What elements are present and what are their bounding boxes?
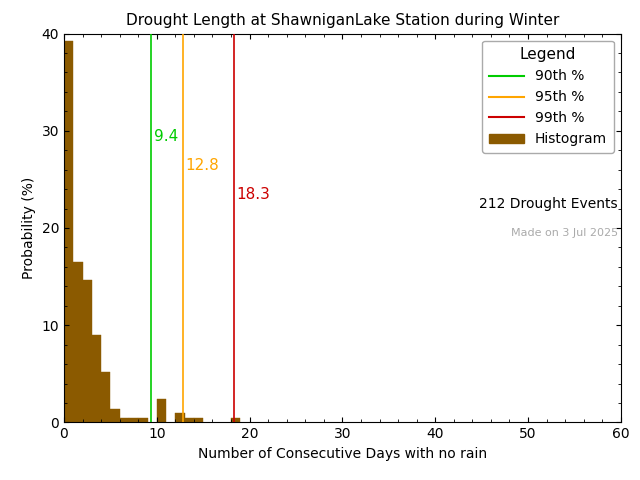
Bar <box>73 262 83 422</box>
Text: Made on 3 Jul 2025: Made on 3 Jul 2025 <box>511 228 618 238</box>
Bar <box>157 399 166 422</box>
Text: 9.4: 9.4 <box>154 129 179 144</box>
Bar <box>231 418 241 422</box>
Text: 212 Drought Events: 212 Drought Events <box>479 197 618 211</box>
Text: 18.3: 18.3 <box>237 187 271 202</box>
Bar <box>194 418 204 422</box>
Bar <box>138 418 148 422</box>
Bar <box>92 335 101 422</box>
Title: Drought Length at ShawniganLake Station during Winter: Drought Length at ShawniganLake Station … <box>125 13 559 28</box>
Legend: 90th %, 95th %, 99th %, Histogram: 90th %, 95th %, 99th %, Histogram <box>482 40 614 153</box>
Bar <box>120 418 129 422</box>
Bar <box>184 418 194 422</box>
Y-axis label: Probability (%): Probability (%) <box>22 177 36 279</box>
Bar <box>175 413 184 422</box>
Bar <box>64 41 73 422</box>
Text: 12.8: 12.8 <box>186 157 220 173</box>
X-axis label: Number of Consecutive Days with no rain: Number of Consecutive Days with no rain <box>198 447 487 461</box>
Bar <box>129 418 138 422</box>
Bar <box>101 372 111 422</box>
Bar <box>83 280 92 422</box>
Bar <box>111 409 120 422</box>
